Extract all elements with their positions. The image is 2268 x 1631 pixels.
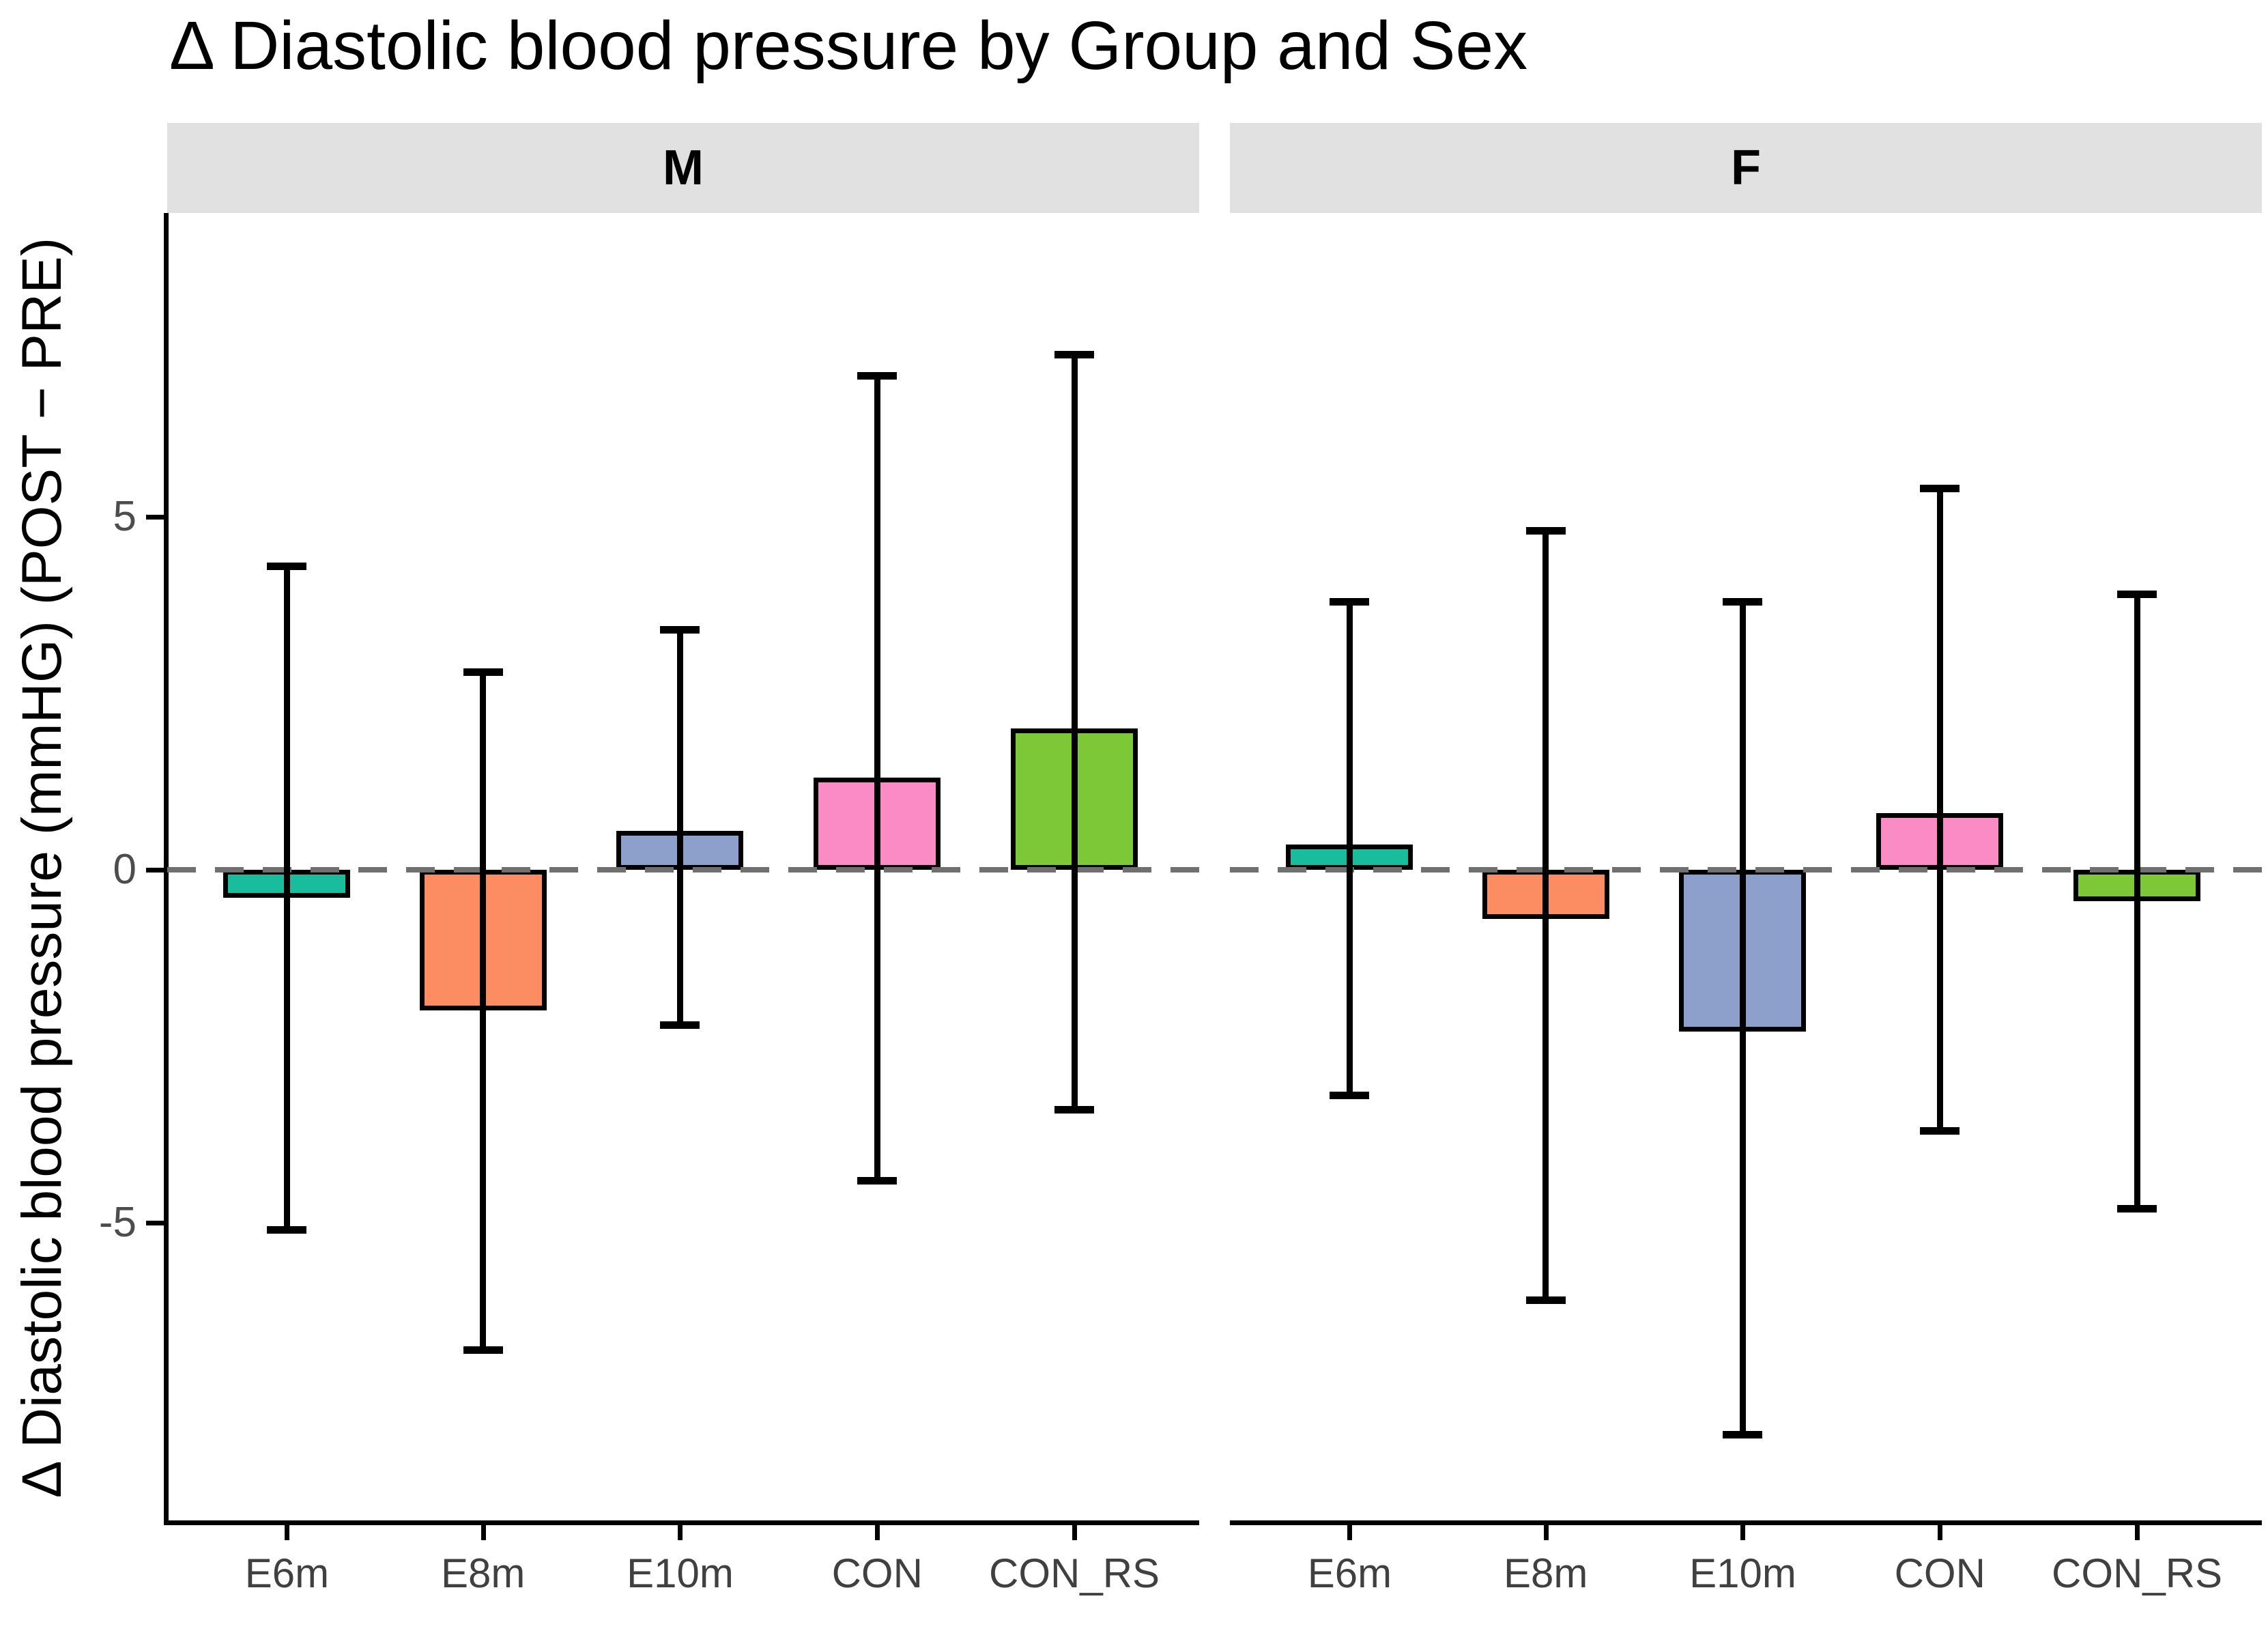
error-bar-cap <box>463 1346 503 1354</box>
error-bar-cap <box>1054 350 1095 358</box>
error-bar-F-E8m <box>1542 530 1549 1301</box>
x-axis-line-f <box>1230 1520 2262 1525</box>
y-axis-line <box>164 213 169 1525</box>
x-tick <box>2135 1522 2140 1540</box>
error-bar-cap <box>267 1225 307 1234</box>
error-bar-cap <box>463 668 503 677</box>
x-axis-line-m <box>167 1520 1199 1525</box>
y-tick-label: -5 <box>98 1198 137 1246</box>
x-tick <box>1072 1522 1078 1540</box>
error-bar-cap <box>1723 1430 1763 1438</box>
x-tick-label-F-E6m: E6m <box>1307 1550 1392 1596</box>
y-tick-label: 5 <box>113 492 137 540</box>
x-tick-label-F-E10m: E10m <box>1689 1550 1796 1596</box>
panel-f: E6m E8m E10m CON CON_RS <box>1230 213 2262 1596</box>
x-tick <box>1543 1522 1549 1540</box>
x-tick <box>1740 1522 1746 1540</box>
x-tick-label-F-E8m: E8m <box>1503 1550 1588 1596</box>
x-tick-label-M-CON: CON <box>831 1550 923 1596</box>
x-tick <box>875 1522 880 1540</box>
x-tick-label-M-E10m: E10m <box>627 1550 734 1596</box>
error-bar-cap <box>1330 1092 1370 1100</box>
error-bar-cap <box>857 371 898 380</box>
error-bar-cap <box>267 562 307 570</box>
facet-strip-m-label: M <box>663 141 704 195</box>
y-tick <box>146 514 164 520</box>
error-bar-cap <box>1920 485 1960 493</box>
error-bar-cap <box>1330 597 1370 606</box>
error-bar-cap <box>660 1021 700 1030</box>
error-bar-F-E6m <box>1346 601 1353 1096</box>
error-bar-cap <box>1723 597 1763 606</box>
error-bar-F-CON_RS <box>2134 594 2140 1208</box>
x-tick <box>480 1522 486 1540</box>
error-bar-F-E10m <box>1739 601 1746 1434</box>
error-bar-M-E6m <box>283 565 290 1230</box>
x-tick-label-M-E6m: E6m <box>244 1550 330 1596</box>
error-bar-cap <box>660 626 700 634</box>
error-bar-cap <box>2117 591 2157 599</box>
error-bar-M-E10m <box>676 629 683 1025</box>
error-bar-cap <box>1525 1296 1566 1305</box>
x-tick-label-F-CON: CON <box>1894 1550 1985 1596</box>
x-tick <box>1347 1522 1353 1540</box>
zero-dashed-line <box>167 866 1199 873</box>
facet-strip-m: M <box>167 123 1199 213</box>
facet-strip-f: F <box>1230 123 2262 213</box>
x-tick-label-F-CON_RS: CON_RS <box>2052 1550 2223 1596</box>
x-tick <box>1938 1522 1943 1540</box>
error-bar-F-CON <box>1936 488 1943 1131</box>
error-bar-M-CON <box>874 375 880 1180</box>
x-tick <box>285 1522 290 1540</box>
y-tick <box>146 1220 164 1225</box>
error-bar-cap <box>857 1176 898 1185</box>
error-bar-cap <box>1920 1127 1960 1135</box>
error-bar-cap <box>1525 527 1566 535</box>
y-tick-label: 0 <box>113 845 137 893</box>
y-tick <box>146 867 164 873</box>
error-bar-cap <box>2117 1204 2157 1212</box>
zero-dashed-line <box>1230 866 2262 873</box>
panel-m: E6m E8m E10m CON CON_RS <box>167 213 1199 1596</box>
facet-strip-f-label: F <box>1731 141 1761 195</box>
x-tick-label-M-CON_RS: CON_RS <box>989 1550 1160 1596</box>
x-tick-label-M-E8m: E8m <box>440 1550 526 1596</box>
error-bar-cap <box>1054 1106 1095 1114</box>
x-tick <box>678 1522 683 1540</box>
chart-title: Δ Diastolic blood pressure by Group and … <box>169 8 1528 84</box>
error-bar-M-E8m <box>480 672 487 1350</box>
error-bar-M-CON_RS <box>1071 354 1078 1110</box>
